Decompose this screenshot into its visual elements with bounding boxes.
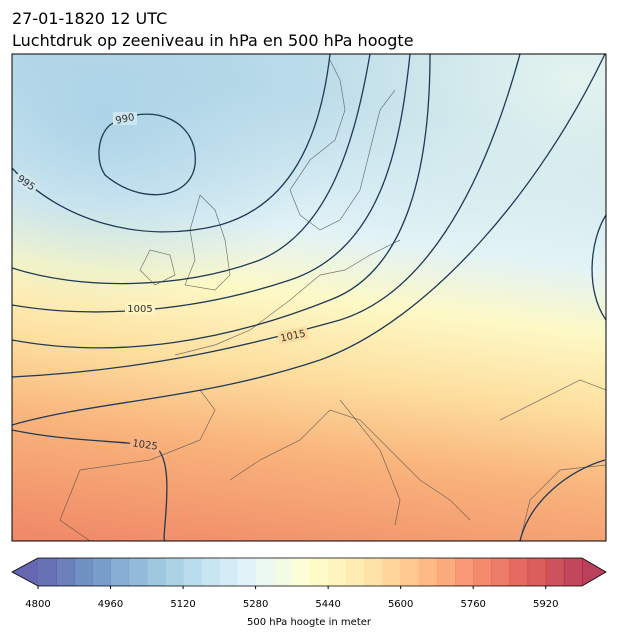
colorbar-segment xyxy=(509,558,529,586)
contour xyxy=(12,54,606,426)
map: 990 995 1005 1015 1025 xyxy=(12,54,606,541)
colorbar-tick-label: 5600 xyxy=(388,599,413,610)
colorbar-segment xyxy=(346,558,365,586)
colorbar-segment xyxy=(364,558,384,586)
colorbar-segment xyxy=(56,558,75,586)
coastlines xyxy=(59,59,606,541)
colorbar-segment xyxy=(74,558,93,586)
colorbar-segment xyxy=(146,558,166,586)
ne-area xyxy=(12,54,606,541)
colorbar-segment xyxy=(563,558,583,586)
colorbar-segment xyxy=(237,558,257,586)
colorbar-segment xyxy=(473,558,492,586)
colorbar-segment xyxy=(527,558,547,586)
colorbar-segment xyxy=(545,558,565,586)
colorbar-segment xyxy=(436,558,456,586)
title: 27-01-1820 12 UTC xyxy=(12,9,167,28)
colorbar-segment xyxy=(110,558,130,586)
contour-label: 1025 xyxy=(132,438,159,452)
colorbar-tick-label: 5760 xyxy=(460,599,485,610)
contour xyxy=(12,54,521,378)
colorbar-segment xyxy=(400,558,420,586)
colorbar-segment xyxy=(328,558,347,586)
colorbar-tick-label: 4800 xyxy=(25,599,50,610)
colorbar: 4800 4960 5120 5280 5440 5600 5760 5920 xyxy=(11,557,607,610)
colorbar-segment xyxy=(491,558,510,586)
colorbar-segment xyxy=(201,558,220,586)
contour xyxy=(519,459,606,541)
colorbar-segment xyxy=(382,558,402,586)
colorbar-outline xyxy=(11,557,607,587)
colorbar-segment xyxy=(310,558,329,586)
subtitle: Luchtdruk op zeeniveau in hPa en 500 hPa… xyxy=(12,31,414,50)
contour-label: 1015 xyxy=(280,328,307,344)
colorbar-segment xyxy=(273,558,293,586)
colorbar-segment xyxy=(92,558,112,586)
colorbar-segment xyxy=(128,558,148,586)
colorbar-tick-label: 5440 xyxy=(315,599,340,610)
colorbar-segment xyxy=(164,558,184,586)
colorbar-segment xyxy=(38,558,57,586)
colorbar-tick-label: 4960 xyxy=(98,599,123,610)
colorbar-segment xyxy=(255,558,275,586)
contours xyxy=(12,54,606,541)
contour xyxy=(12,54,331,233)
map-frame xyxy=(11,53,607,542)
contour xyxy=(12,54,411,313)
colorbar-label: 500 hPa hoogte in meter xyxy=(247,617,372,628)
colorbar-segment xyxy=(455,558,474,586)
contour xyxy=(591,214,606,321)
colorbar-tick-label: 5920 xyxy=(533,599,558,610)
contour xyxy=(98,113,196,196)
contour xyxy=(12,54,371,285)
extend-low xyxy=(12,558,38,586)
colorbar-segment xyxy=(219,558,238,586)
extend-high xyxy=(582,558,606,586)
colorbar-tick-label: 5120 xyxy=(170,599,195,610)
colorbar-tick-label: 5280 xyxy=(243,599,268,610)
colorbar-segment xyxy=(291,558,311,586)
colorbar-segment xyxy=(183,558,202,586)
colorbar-segment xyxy=(418,558,438,586)
contour xyxy=(12,54,431,349)
contour-label: 990 xyxy=(115,112,136,127)
contour-label: 1005 xyxy=(127,304,152,315)
